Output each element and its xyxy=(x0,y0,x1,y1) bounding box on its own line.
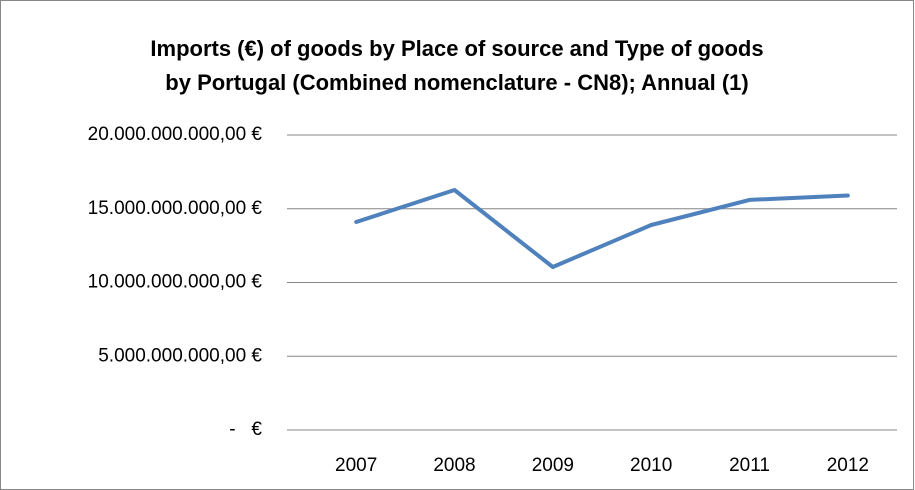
x-tick-label: 2011 xyxy=(729,455,770,476)
x-tick-label: 2009 xyxy=(532,455,574,476)
chart-title: by Portugal (Combined nomenclature - CN8… xyxy=(165,70,748,95)
x-tick-label: 2010 xyxy=(630,455,672,476)
x-tick-label: 2007 xyxy=(335,455,377,476)
x-tick-label: 2008 xyxy=(433,455,475,476)
y-tick-label: 15.000.000.000,00 € xyxy=(88,198,263,219)
y-tick-label: - € xyxy=(229,419,262,440)
y-tick-label: 10.000.000.000,00 € xyxy=(88,272,263,293)
y-tick-label: 20.000.000.000,00 € xyxy=(88,124,263,145)
y-tick-label: 5.000.000.000,00 € xyxy=(98,345,262,366)
chart-title: Imports (€) of goods by Place of source … xyxy=(150,36,763,61)
data-line xyxy=(354,188,850,269)
x-tick-label: 2012 xyxy=(827,455,869,476)
